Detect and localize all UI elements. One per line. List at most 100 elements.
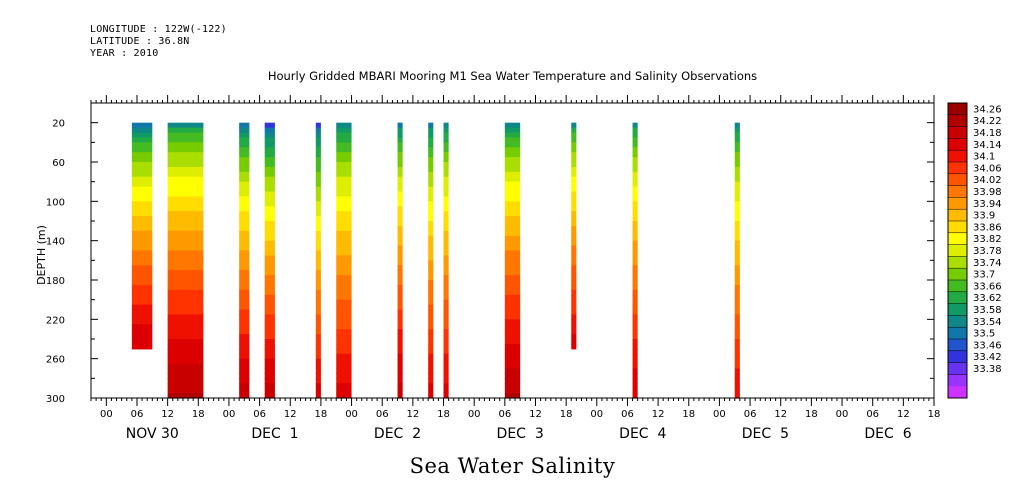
data-column-9-cell xyxy=(443,157,449,163)
data-column-1-cell xyxy=(131,270,153,276)
data-column-10-cell xyxy=(504,339,521,345)
data-column-3-cell xyxy=(239,294,250,301)
data-column-3-cell xyxy=(239,176,250,183)
data-column-9-cell xyxy=(443,152,449,158)
data-column-8-cell xyxy=(428,157,434,163)
data-column-8-cell xyxy=(428,225,434,232)
data-column-8-cell xyxy=(428,137,434,143)
plot-frame xyxy=(90,102,935,399)
data-column-7-cell xyxy=(397,314,403,320)
data-column-1-cell xyxy=(131,211,153,217)
data-column-13-cell xyxy=(734,132,740,139)
data-column-7-cell xyxy=(397,368,403,375)
data-column-7-cell xyxy=(397,339,403,345)
data-column-12-cell xyxy=(632,132,638,139)
data-column-5-cell xyxy=(315,339,321,345)
data-column-9-cell xyxy=(443,122,449,129)
data-column-8-cell xyxy=(428,309,434,316)
x-tick-label: 18 xyxy=(437,409,450,420)
data-column-2-cell xyxy=(167,132,204,139)
data-column-12-cell xyxy=(632,294,638,301)
data-column-11-cell xyxy=(571,245,577,252)
data-column-10-cell xyxy=(504,334,521,340)
data-column-1-cell xyxy=(131,196,153,202)
data-column-10-cell xyxy=(504,162,521,168)
data-column-7-cell xyxy=(397,373,403,379)
data-column-8-cell xyxy=(428,358,434,365)
colorbar-label: 33.86 xyxy=(973,222,1002,233)
data-column-7-cell xyxy=(397,383,403,389)
data-column-7-cell xyxy=(397,230,403,237)
data-column-7-cell xyxy=(397,127,403,134)
y-tick-label: 140 xyxy=(46,237,65,248)
data-column-12-cell xyxy=(632,250,638,257)
data-column-3-cell xyxy=(239,319,250,325)
data-column-13-cell xyxy=(734,216,740,222)
data-column-8-cell xyxy=(428,122,434,129)
data-column-1-cell xyxy=(131,166,153,173)
data-column-10-cell xyxy=(504,260,521,266)
data-column-11-cell xyxy=(571,284,577,291)
data-column-8-cell xyxy=(428,388,434,394)
colorbar-swatch xyxy=(948,103,967,116)
data-column-9-cell xyxy=(443,260,449,266)
data-column-13-cell xyxy=(734,186,740,193)
data-column-4-cell xyxy=(264,240,275,247)
colorbar-swatch xyxy=(948,185,967,198)
data-column-3-cell xyxy=(239,211,250,217)
data-column-5-cell xyxy=(315,191,321,198)
data-column-5-cell xyxy=(315,230,321,237)
data-column-7-cell xyxy=(397,250,403,257)
data-column-2-cell xyxy=(167,255,204,261)
data-column-4-cell xyxy=(264,132,275,139)
data-column-8-cell xyxy=(428,250,434,257)
data-column-3-cell xyxy=(239,152,250,158)
data-column-9-cell xyxy=(443,343,449,350)
data-column-2-cell xyxy=(167,329,204,335)
data-column-13-cell xyxy=(734,235,740,242)
data-column-5-cell xyxy=(315,211,321,217)
data-column-3-cell xyxy=(239,373,250,379)
data-column-8-cell xyxy=(428,191,434,198)
data-column-11-cell xyxy=(571,309,577,316)
colorbar-label: 33.62 xyxy=(973,293,1002,304)
data-column-10-cell xyxy=(504,294,521,301)
data-column-4-cell xyxy=(264,255,275,261)
data-column-9-cell xyxy=(443,289,449,296)
colorbar-swatch xyxy=(948,162,967,175)
data-column-4-cell xyxy=(264,152,275,158)
data-column-7-cell xyxy=(397,294,403,301)
data-column-9-cell xyxy=(443,334,449,340)
colorbar-swatch xyxy=(948,291,967,304)
data-column-6-cell xyxy=(336,235,352,242)
x-tick-label: 00 xyxy=(345,409,358,420)
data-column-9-cell xyxy=(443,373,449,379)
data-column-9-cell xyxy=(443,147,449,153)
data-column-7-cell xyxy=(397,166,403,173)
data-column-3-cell xyxy=(239,314,250,320)
data-column-1-cell xyxy=(131,339,153,345)
data-column-1-cell xyxy=(131,137,153,143)
data-column-1-cell xyxy=(131,152,153,158)
x-tick-label: 18 xyxy=(805,409,818,420)
x-day-label: NOV 30 xyxy=(126,426,179,442)
data-column-1-cell xyxy=(131,142,153,148)
data-column-11-cell xyxy=(571,294,577,301)
data-column-5-cell xyxy=(315,373,321,379)
data-column-8-cell xyxy=(428,132,434,139)
data-column-6-cell xyxy=(336,339,352,345)
data-column-12-cell xyxy=(632,378,638,384)
data-column-13-cell xyxy=(734,334,740,340)
data-column-6-cell xyxy=(336,142,352,148)
data-column-10-cell xyxy=(504,171,521,178)
data-column-7-cell xyxy=(397,363,403,370)
data-column-7-cell xyxy=(397,255,403,261)
data-column-6-cell xyxy=(336,132,352,139)
data-column-5-cell xyxy=(315,166,321,173)
data-column-5-cell xyxy=(315,171,321,178)
data-column-6-cell xyxy=(336,221,352,227)
data-column-4-cell xyxy=(264,122,275,129)
data-column-4-cell xyxy=(264,176,275,183)
data-column-11-cell xyxy=(571,171,577,178)
data-column-5-cell xyxy=(315,265,321,271)
